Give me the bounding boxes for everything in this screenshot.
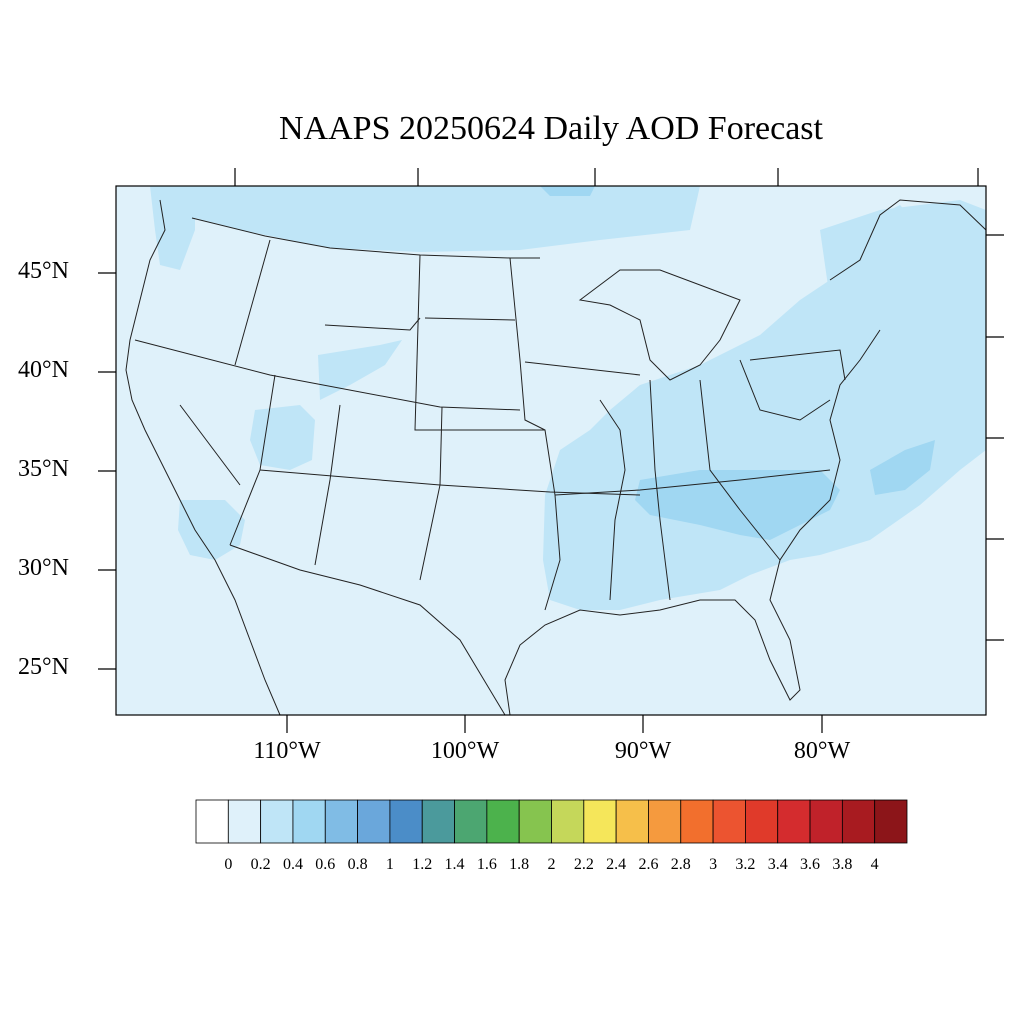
colorbar-swatch [777,799,811,844]
lat-label-30n: 30°N [18,555,69,581]
aod-region-utah [250,405,315,470]
colorbar-tick-label: 3.4 [767,856,788,873]
colorbar [195,799,908,844]
colorbar-tick-label: 0.8 [347,856,368,873]
colorbar-swatch [745,799,779,844]
colorbar-tick-label: 1.6 [476,856,497,873]
state-line-alabama [649,379,671,601]
map-title: NAAPS 20250624 Daily AOD Forecast [279,110,823,147]
colorbar-swatch [195,799,229,844]
colorbar-tick-label: 3.8 [832,856,853,873]
east-gulf-coastline [504,329,881,715]
us-canada-border-west [191,217,540,259]
aod-region-northeast [820,200,986,395]
colorbar-swatch [551,799,585,844]
colorbar-tick-label: 0 [224,856,233,873]
coastline-and-boundaries [125,199,986,715]
lat-label-45n: 45°N [18,258,69,284]
colorbar-swatch [292,799,326,844]
state-line-iowa [524,361,641,376]
state-line-mississippi-west [509,257,561,611]
colorbar-tick-label: 1.2 [412,856,433,873]
colorbar-tick-label: 2.6 [638,856,659,873]
colorbar-tick-label: 3.6 [800,856,821,873]
great-lakes [578,269,741,381]
colorbar-tick-label: 4 [870,856,879,873]
aod-region-wyoming [318,340,402,400]
state-line-co-nm-west [314,404,341,566]
state-line-nevada [179,404,241,486]
state-line-41n [134,339,521,411]
colorbar-swatch [324,799,358,844]
colorbar-swatch [454,799,488,844]
aod-region-north-band [170,186,700,252]
colorbar-tick-label: 0.2 [250,856,271,873]
colorbar-swatch [615,799,649,844]
aod-region-atlantic-offshore [870,440,935,495]
colorbar-swatch [583,799,617,844]
state-line-georgia [699,379,781,561]
colorbar-swatch [421,799,455,844]
colorbar-swatch [486,799,520,844]
lon-label-80w: 80°W [793,738,851,764]
state-line-37n [259,469,641,496]
state-line-wyoming-north [324,317,421,331]
colorbar-swatch [648,799,682,844]
west-coastline [125,199,281,715]
colorbar-swatch [712,799,746,844]
aod-region-north-dense [540,186,595,196]
colorbar-tick-label: 0.6 [315,856,336,873]
aod-region-carolinas [635,470,840,540]
lon-label-100w: 100°W [430,738,500,764]
us-mexico-border [229,544,506,715]
colorbar-tick-label: 1.4 [444,856,465,873]
state-line-36n [554,469,831,496]
colorbar-swatch [260,799,294,844]
colorbar-tick-label: 1.8 [509,856,530,873]
colorbar-swatch [518,799,552,844]
colorbar-tick-label: 2.2 [573,856,594,873]
colorbar-tick-label: 3.2 [735,856,756,873]
lon-label-110w: 110°W [253,738,321,764]
aod-region-socal [178,500,245,560]
state-line-dakotas [424,317,516,321]
colorbar-swatch [680,799,714,844]
bottom-ticks [286,715,823,733]
northeast-coast [829,199,986,281]
state-line-virginia [739,359,831,421]
map-frame [115,185,987,716]
state-line-pennsylvania [749,349,846,381]
top-ticks [234,168,979,186]
colorbar-swatch [357,799,391,844]
colorbar-swatch [389,799,423,844]
colorbar-tick-label: 2.4 [606,856,627,873]
colorbar-tick-label: 0.4 [282,856,303,873]
lat-label-25n: 25°N [18,654,69,680]
state-line-plains [414,254,545,431]
colorbar-tick-label: 1 [385,856,394,873]
colorbar-tick-label: 2 [547,856,556,873]
right-ticks [986,234,1004,641]
left-ticks [98,272,116,670]
aod-field [116,186,986,715]
lat-label-35n: 35°N [18,456,69,482]
lat-label-40n: 40°N [18,357,69,383]
lon-label-90w: 90°W [614,738,672,764]
colorbar-swatch [841,799,876,844]
state-line-idaho [234,239,271,366]
state-line-mississippi-river [599,399,626,601]
colorbar-swatch [227,799,262,844]
colorbar-swatch [809,799,843,844]
colorbar-tick-label: 2.8 [670,856,691,873]
colorbar-tick-label: 3 [709,856,718,873]
colorbar-swatch [874,799,908,844]
